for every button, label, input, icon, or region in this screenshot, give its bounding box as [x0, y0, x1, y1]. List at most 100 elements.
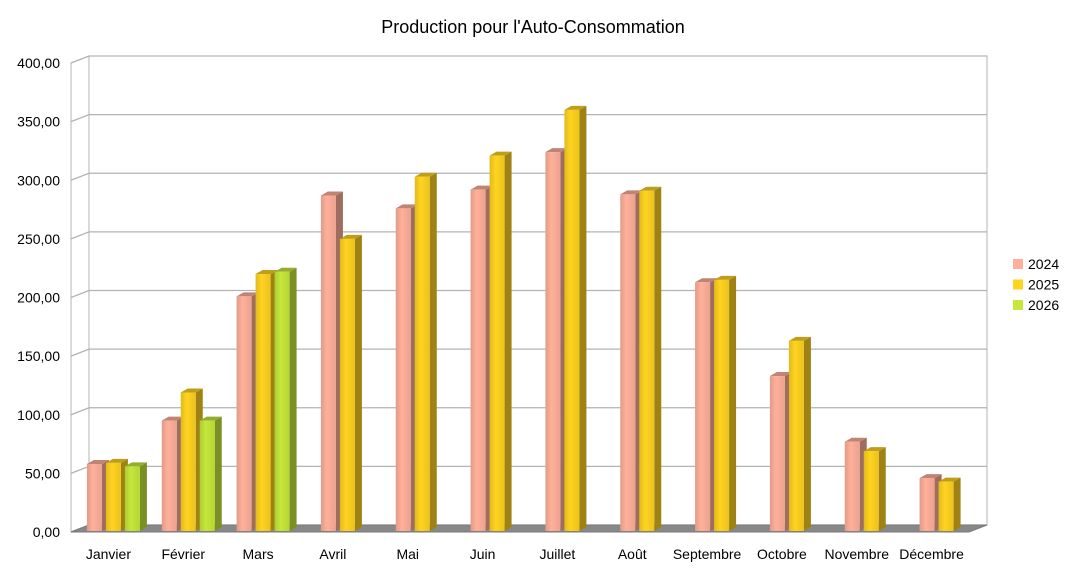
bar-top	[320, 191, 343, 196]
bar	[489, 155, 505, 531]
bar-top	[620, 190, 643, 195]
legend-label: 2024	[1028, 256, 1059, 272]
x-tick-label: Juin	[470, 546, 496, 562]
legend-swatch	[1013, 259, 1023, 269]
bar-side	[504, 151, 512, 531]
bar	[919, 478, 935, 531]
bar-top	[919, 474, 942, 479]
x-tick-label: Novembre	[824, 546, 889, 562]
y-tick-label: 400,00	[17, 55, 60, 71]
y-tick-label: 0,00	[33, 524, 60, 540]
bar	[161, 420, 177, 531]
bar	[255, 274, 271, 531]
bar	[320, 195, 336, 531]
y-tick-label: 350,00	[17, 114, 60, 130]
bar	[844, 441, 860, 531]
bar	[180, 392, 196, 531]
bar-side	[579, 105, 587, 532]
bar-top	[161, 416, 184, 421]
bar-top	[639, 186, 662, 191]
gridline	[70, 55, 987, 64]
y-tick-label: 200,00	[17, 290, 60, 306]
bar-top	[236, 292, 259, 297]
bar-top	[255, 270, 278, 275]
bar-side	[429, 172, 437, 532]
bar	[124, 466, 140, 531]
bar	[714, 279, 730, 531]
bar	[414, 176, 430, 532]
legend-label: 2026	[1028, 297, 1059, 313]
bar-top	[199, 416, 222, 421]
bar-top	[395, 204, 418, 209]
legend-label: 2025	[1028, 277, 1059, 293]
bar-top	[105, 458, 128, 463]
x-tick-label: Août	[618, 546, 647, 562]
gridline	[70, 231, 987, 240]
bar-top	[414, 172, 437, 177]
bar-top	[489, 151, 512, 156]
bar-top	[769, 372, 792, 377]
bar-top	[274, 267, 297, 272]
bar-top	[339, 234, 362, 239]
bar-side	[878, 447, 886, 531]
bar-side	[729, 275, 737, 531]
x-tick-label: Mai	[396, 546, 419, 562]
x-tick-label: Décembre	[899, 546, 964, 562]
bar	[86, 463, 102, 531]
bar-side	[803, 336, 811, 531]
bar-top	[695, 278, 718, 283]
y-tick-label: 150,00	[17, 348, 60, 364]
bar-top	[938, 477, 961, 482]
bar	[769, 376, 785, 531]
x-tick-label: Février	[161, 546, 205, 562]
bar-side	[354, 234, 362, 531]
bar	[938, 481, 954, 531]
bar	[339, 238, 355, 531]
bar	[105, 462, 121, 531]
bar-top	[545, 148, 568, 153]
bar	[395, 208, 411, 531]
bar-top	[86, 459, 109, 464]
x-tick-label: Avril	[319, 546, 346, 562]
bar	[620, 194, 636, 531]
bar-top	[844, 437, 867, 442]
bar-top	[180, 388, 203, 393]
bar-top	[470, 185, 493, 190]
bar-top	[124, 462, 147, 467]
bar-side	[139, 462, 147, 531]
bar-side	[289, 267, 297, 531]
bar	[545, 152, 561, 532]
chart-title: Production pour l'Auto-Consommation	[381, 17, 685, 37]
x-tick-label: Octobre	[757, 546, 807, 562]
legend-swatch	[1013, 279, 1023, 290]
gridline	[70, 407, 987, 416]
bar	[199, 420, 215, 531]
bar-side	[953, 477, 961, 531]
y-tick-label: 250,00	[17, 231, 60, 247]
bar	[564, 109, 580, 532]
bar-top	[564, 105, 587, 110]
bar-side	[214, 416, 222, 531]
bar	[470, 189, 486, 531]
bar-top	[714, 275, 737, 280]
bar	[863, 451, 879, 531]
bar	[788, 340, 804, 531]
legend-swatch	[1013, 300, 1023, 310]
bar	[236, 296, 252, 531]
y-tick-label: 100,00	[17, 407, 60, 423]
y-tick-label: 300,00	[17, 172, 60, 188]
gridline	[70, 113, 987, 123]
floor	[70, 524, 988, 533]
bar	[695, 282, 711, 531]
x-tick-label: Juillet	[540, 546, 576, 562]
bar-top	[863, 447, 886, 452]
gridline	[70, 172, 987, 181]
x-tick-label: Janvier	[86, 546, 131, 562]
bar-side	[654, 186, 662, 532]
bar	[639, 190, 655, 532]
y-tick-label: 50,00	[25, 465, 60, 481]
bar-top	[788, 336, 811, 341]
gridline	[70, 348, 987, 357]
